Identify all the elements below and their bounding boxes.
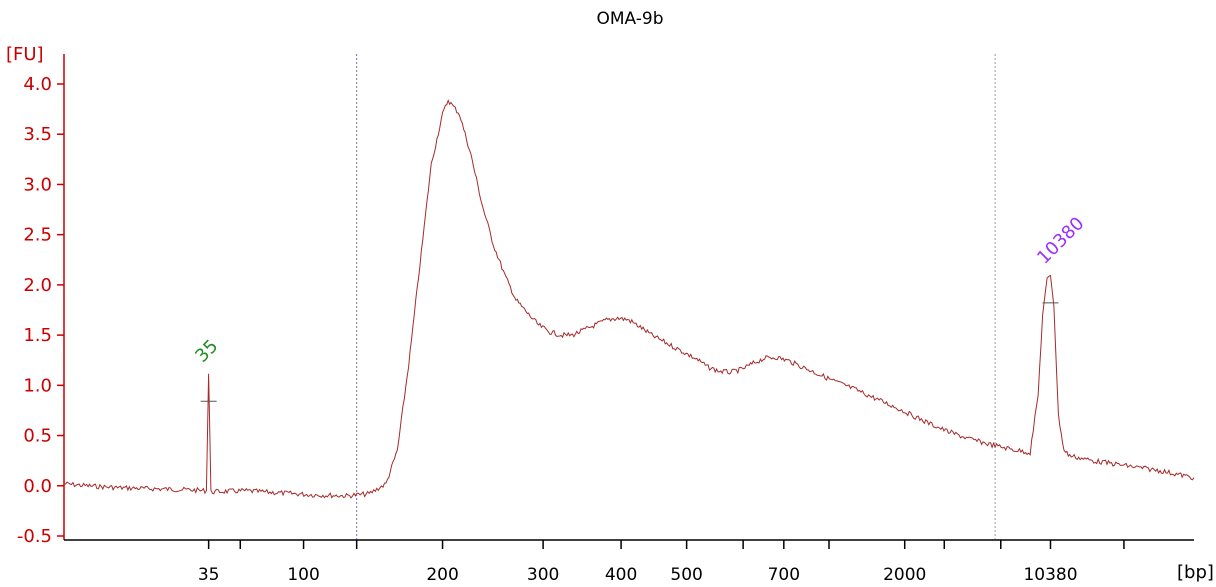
peak-label: 35 [191, 336, 222, 367]
y-axis: -0.5 0.0 0.5 1.0 1.5 2.0 2.5 3.0 3.5 4.0 [17, 54, 65, 547]
x-tick-label: 200 [426, 565, 458, 585]
y-tick-label: 2.0 [23, 275, 52, 296]
y-tick-label: 3.5 [23, 124, 52, 145]
x-axis-label: [bp] [1177, 562, 1214, 583]
x-tick-label: 500 [670, 565, 702, 585]
y-tick-label: -0.5 [17, 526, 52, 547]
y-tick-label: 0.0 [23, 476, 52, 497]
x-tick-label: 400 [605, 565, 637, 585]
y-axis-label: [FU] [6, 44, 44, 65]
peak-labels: 35 10380 [191, 213, 1089, 402]
x-tick-label: 2000 [883, 565, 926, 585]
x-tick-label: 700 [768, 565, 800, 585]
x-tick-label: 35 [198, 565, 220, 585]
chart-title: OMA-9b [596, 9, 663, 29]
y-tick-label: 3.0 [23, 174, 52, 195]
x-tick-label: 10380 [1023, 565, 1077, 585]
y-tick-label: 1.0 [23, 375, 52, 396]
region-marker-lines [356, 54, 996, 540]
y-tick-label: 4.0 [23, 74, 52, 95]
trace-layer [63, 99, 1195, 499]
peak-label: 10380 [1033, 213, 1088, 268]
y-tick-label: 0.5 [23, 426, 52, 447]
y-tick-label: 2.5 [23, 225, 52, 246]
trace-line-1 [63, 99, 1195, 499]
x-axis: 35 100 200 300 400 500 700 2000 10380 [64, 539, 1194, 585]
y-tick-label: 1.5 [23, 325, 52, 346]
x-tick-label: 100 [287, 565, 319, 585]
x-tick-label: 300 [527, 565, 559, 585]
